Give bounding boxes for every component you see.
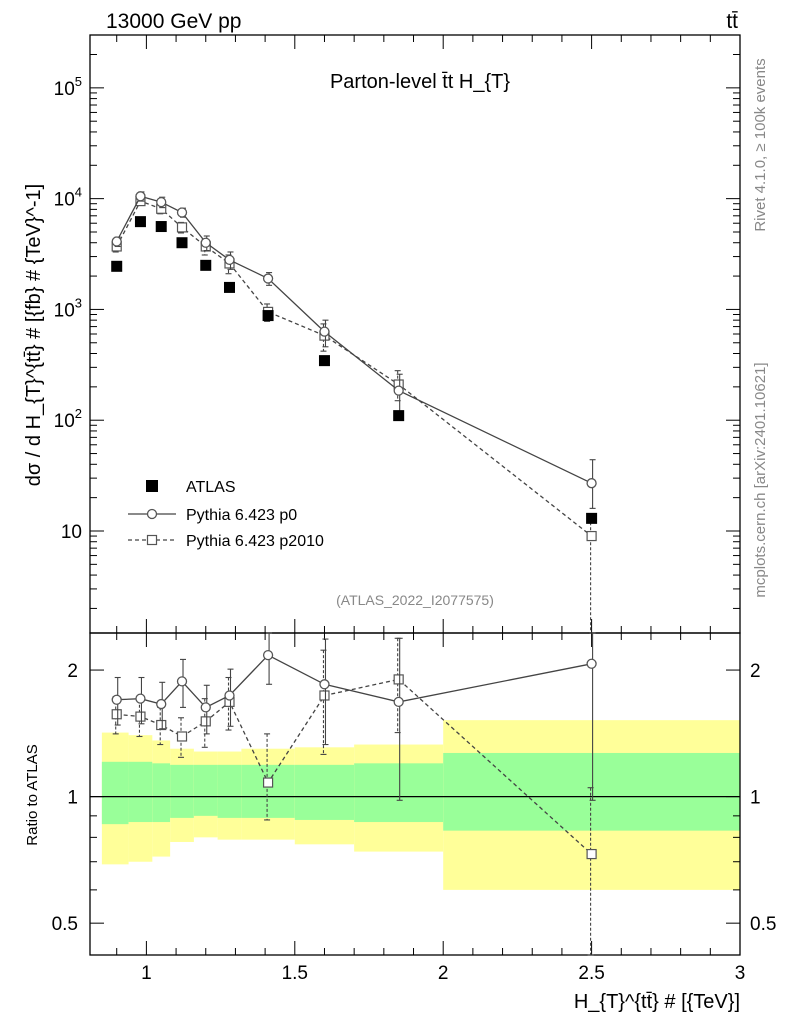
data-point-p0 [393, 696, 404, 708]
data-point-p0 [319, 679, 330, 690]
y-tick-label: 102 [54, 406, 82, 432]
data-point-p0 [176, 207, 188, 218]
x-tick-label: 1 [141, 963, 152, 984]
header-right: tt̄ [726, 10, 738, 33]
uncertainty-band-green [193, 764, 218, 816]
data-point-atlas [134, 216, 146, 228]
data-point-p0 [135, 693, 146, 704]
data-point-p0 [156, 196, 167, 208]
x-tick-label: 3 [735, 963, 746, 984]
y-tick-label: 10 [61, 522, 82, 543]
data-point-atlas [155, 221, 167, 233]
data-point-p0 [200, 702, 211, 713]
ratio-y-tick-label-left: 0.5 [52, 914, 78, 935]
data-point-p0 [224, 254, 235, 266]
legend-marker-atlas [146, 480, 158, 492]
x-tick-label: 2.5 [578, 963, 604, 984]
ratio-y-tick-label-right: 0.5 [750, 914, 776, 935]
data-point-atlas [176, 237, 188, 249]
data-point-atlas [200, 259, 212, 271]
uncertainty-band-green [354, 763, 444, 823]
data-point-p2010 [262, 777, 274, 788]
data-point-p2010 [200, 716, 211, 727]
legend-label-atlas: ATLAS [186, 479, 236, 496]
uncertainty-band-green [241, 764, 295, 818]
data-point-p0 [224, 690, 235, 701]
ratio-y-tick-label-right: 1 [750, 788, 761, 809]
data-point-p0 [319, 326, 330, 337]
data-point-p0 [156, 698, 167, 710]
data-point-p2010 [586, 848, 597, 860]
data-point-p2010 [176, 222, 188, 233]
ratio-y-tick-label-right: 2 [750, 661, 761, 682]
uncertainty-band-green [170, 764, 194, 818]
data-point-p0 [262, 273, 274, 284]
uncertainty-band-green [217, 764, 242, 818]
data-point-p0 [176, 676, 188, 687]
y-tick-label: 103 [54, 295, 82, 321]
data-point-p2010 [156, 719, 167, 731]
x-tick-label: 2 [438, 963, 449, 984]
data-point-atlas [262, 310, 274, 322]
data-point-atlas [223, 281, 235, 293]
uncertainty-band-green [152, 763, 171, 823]
data-point-atlas [586, 512, 598, 524]
rivet-annotation: Rivet 4.1.0, ≥ 100k events [752, 58, 769, 231]
data-point-p0 [586, 658, 597, 669]
data-point-p2010 [176, 731, 188, 742]
data-point-p0 [586, 478, 597, 489]
series-line [116, 654, 592, 709]
legend-marker-p2010 [146, 534, 158, 546]
data-point-p0 [111, 694, 122, 705]
data-point-atlas [111, 260, 123, 272]
analysis-label: (ATLAS_2022_I2077575) [336, 592, 494, 608]
data-point-p2010 [135, 711, 146, 722]
data-point-p2010 [111, 709, 122, 720]
legend-label-p0: Pythia 6.423 p0 [186, 507, 297, 524]
uncertainty-band-green [443, 752, 740, 831]
legend: ATLAS Pythia 6.423 p0 Pythia 6.423 p2010 [128, 479, 324, 550]
data-point-p0 [262, 650, 274, 661]
mcplots-annotation: mcplots.cern.ch [arXiv:2401.10621] [752, 362, 769, 597]
uncertainty-band-green [128, 761, 153, 823]
ratio-panel: 1 1.5 2 2.5 3 0.5 0.5 1 1 2 2 [52, 632, 776, 984]
data-point-atlas [318, 355, 330, 367]
x-tick-label: 1.5 [282, 963, 308, 984]
ratio-y-tick-label-left: 1 [67, 788, 78, 809]
legend-marker-p0 [146, 508, 158, 520]
data-point-p0 [393, 385, 404, 396]
ratio-y-tick-label-left: 2 [67, 661, 78, 682]
plot-title: Parton-level t̄t H_{T} [330, 71, 510, 93]
data-point-p0 [111, 236, 122, 247]
series-line [116, 195, 592, 484]
data-point-p2010 [393, 674, 404, 685]
y-tick-label: 104 [54, 185, 82, 211]
data-point-p2010 [586, 530, 597, 542]
ratio-panel-frame [89, 632, 741, 956]
data-point-p0 [135, 191, 146, 202]
data-point-p0 [200, 237, 211, 248]
x-axis-title: H_{T}^{tt̄} # [{TeV}] [574, 991, 740, 1013]
uncertainty-band-green [294, 764, 355, 820]
legend-label-p2010: Pythia 6.423 p2010 [186, 533, 324, 550]
data-point-atlas [393, 410, 405, 422]
ratio-y-axis-title: Ratio to ATLAS [24, 744, 41, 845]
data-point-p2010 [319, 690, 330, 701]
top-y-axis-title: dσ / d H_{T}^{tt̄} # [{fb} # {TeV}^-1] [23, 184, 45, 486]
uncertainty-band-green [101, 761, 129, 825]
series-line [116, 678, 593, 855]
y-tick-label: 105 [54, 74, 82, 100]
header-left: 13000 GeV pp [106, 10, 241, 33]
